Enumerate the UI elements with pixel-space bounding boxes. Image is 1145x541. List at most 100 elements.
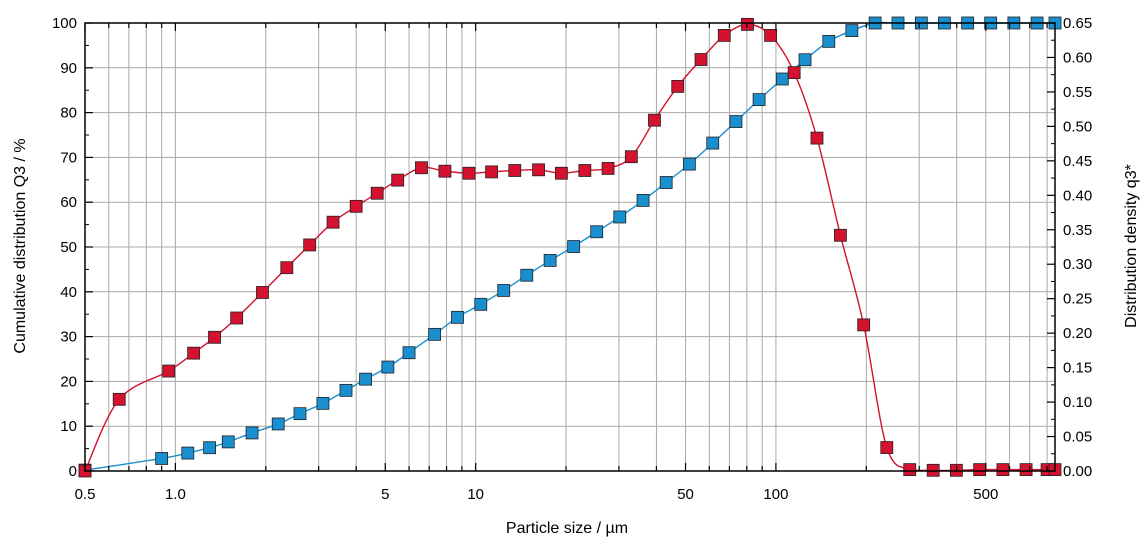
x-tick-label: 50 [677,486,694,503]
data-point-cumulative [590,225,604,239]
y2-tick-label: 0.30 [1063,256,1092,273]
y-tick-label: 40 [60,284,77,301]
data-point-density [694,53,708,66]
data-point-cumulative [775,72,789,86]
y-tick-label: 70 [60,149,77,166]
y-tick-label: 50 [60,239,77,256]
y2-tick-label: 0.25 [1063,291,1092,308]
data-point-density [880,441,894,454]
y-tick-label: 90 [60,60,77,77]
data-point-cumulative [520,268,534,282]
y2-tick-label: 0.65 [1063,15,1092,32]
data-point-cumulative [822,34,836,48]
y-tick-label: 20 [60,373,77,390]
data-point-cumulative [402,346,416,360]
data-point-density [741,17,754,31]
data-point-density [764,29,777,42]
y-tick-label: 0 [69,463,77,480]
data-point-density [624,150,638,164]
data-point-cumulative [316,396,330,410]
data-point-density [415,161,428,175]
data-point-density [112,392,126,406]
data-point-cumulative [543,254,557,267]
data-point-cumulative [155,452,169,465]
y-tick-label: 10 [60,418,77,435]
x-tick-label: 0.5 [75,486,96,503]
data-point-cumulative [339,383,353,397]
data-point-density [834,228,847,242]
data-point-density [438,164,452,178]
x-tick-label: 100 [763,486,788,503]
data-point-density [370,186,384,200]
data-point-cumulative [567,240,581,253]
data-point-cumulative [636,194,650,207]
y2-tick-label: 0.60 [1063,49,1092,66]
data-point-density [485,165,499,179]
data-point-density [187,346,201,360]
data-point-density [973,463,987,477]
data-point-density [508,164,522,177]
y-axis-title: Cumulative distribution Q3 / % [12,138,29,353]
data-point-cumulative [474,297,488,311]
y2-axis-title: Distribution density q3* [1123,164,1140,328]
data-point-density [787,66,801,80]
data-point-cumulative [428,327,442,341]
y2-tick-label: 0.40 [1063,187,1092,204]
data-point-density [671,80,685,93]
data-point-cumulative [181,446,195,460]
data-point-density [578,164,592,177]
y-tick-label: 30 [60,329,77,346]
data-point-cumulative [203,441,217,455]
data-point-cumulative [682,157,696,171]
grid [84,22,1055,472]
series-layer [78,16,1062,478]
y-tick-label: 60 [60,194,77,211]
data-point-cumulative [659,176,673,189]
data-point-density [996,463,1010,477]
data-point-cumulative [381,360,395,374]
y2-tick-label: 0.10 [1063,394,1092,411]
data-point-cumulative [845,24,859,38]
y2-tick-label: 0.15 [1063,360,1092,377]
x-tick-label: 10 [467,486,484,503]
data-point-cumulative [245,426,259,440]
x-axis-title: Particle size / µm [506,520,628,537]
data-point-density [601,162,615,175]
data-point-cumulative [293,407,307,421]
data-point-cumulative [729,115,743,128]
data-point-cumulative [798,53,812,67]
y2-tick-label: 0.35 [1063,222,1092,239]
data-point-density [208,330,221,344]
data-point-cumulative [271,417,285,431]
data-point-density [256,286,269,299]
data-point-density [532,163,545,177]
data-point-cumulative [359,372,373,386]
axes: 0.5 1.0 5 10 50 100 500 0 10 20 30 40 50 60 70 80 90 100 0… [52,15,1092,503]
data-point-density [903,463,917,477]
y2-tick-label: 0.00 [1063,463,1092,480]
data-point-density [162,364,176,378]
data-point-cumulative [752,93,766,107]
data-point-cumulative [451,310,464,324]
y-tick-label: 100 [52,15,77,32]
data-point-cumulative [221,435,235,449]
data-point-density [648,113,661,127]
data-point-density [280,261,294,275]
data-point-cumulative [497,284,511,297]
y2-tick-label: 0.45 [1063,153,1092,170]
data-point-density [391,173,405,187]
data-point-density [717,29,731,42]
data-point-density [810,131,824,145]
y2-tick-label: 0.50 [1063,118,1092,135]
data-point-density [326,215,340,229]
y-tick-label: 80 [60,105,77,122]
data-point-cumulative [706,136,720,150]
data-point-density [1019,463,1033,477]
y2-tick-label: 0.55 [1063,84,1092,101]
data-point-density [857,318,871,332]
y2-tick-label: 0.20 [1063,325,1092,342]
data-point-density [303,238,317,252]
x-tick-label: 500 [973,486,998,503]
x-tick-label: 1.0 [165,486,186,503]
